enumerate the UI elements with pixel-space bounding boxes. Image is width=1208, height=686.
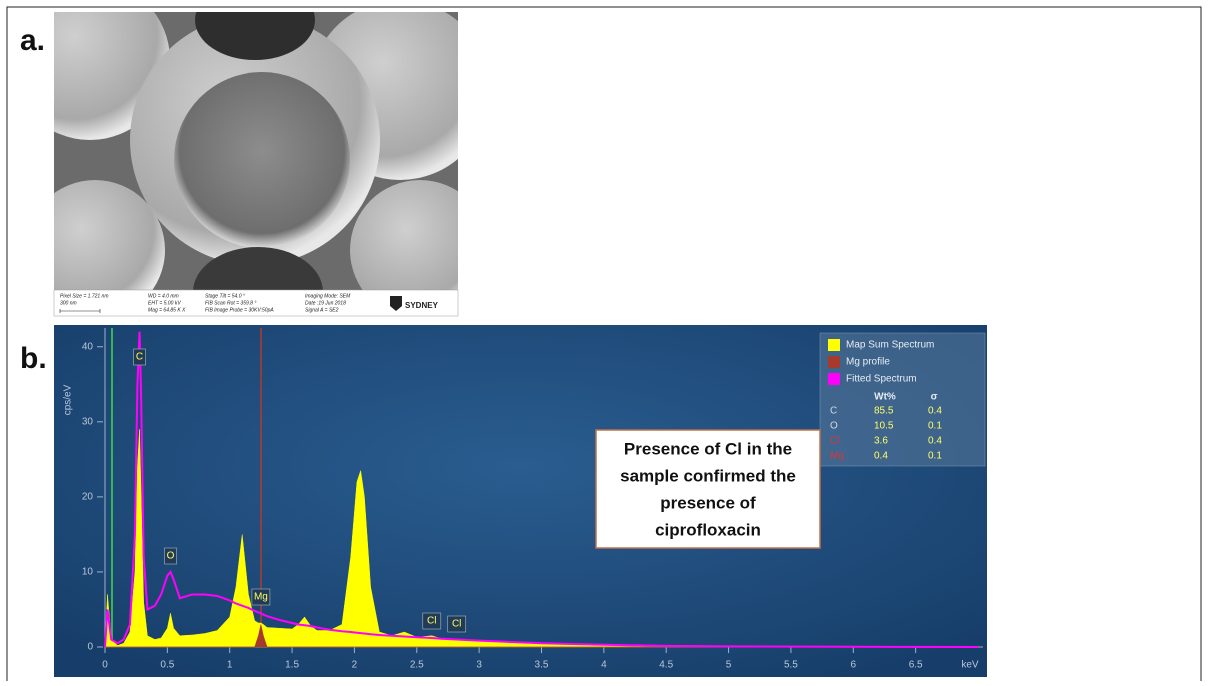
x-tick-label: 3 <box>476 660 482 671</box>
x-tick-label: 5.5 <box>784 660 798 671</box>
sem-info: FIB Scan Rot = 359.8 ° <box>205 300 256 306</box>
y-tick-label: 20 <box>82 492 94 503</box>
legend-label: Mg profile <box>846 357 890 368</box>
table-header: σ <box>931 392 938 403</box>
sem-info: Mag = 64.85 K X <box>148 307 186 313</box>
x-tick-label: 1 <box>227 660 233 671</box>
legend-label: Fitted Spectrum <box>846 374 917 385</box>
sem-info: EHT = 5.00 kV <box>148 300 181 306</box>
table-sigma: 0.1 <box>928 451 942 462</box>
y-tick-label: 40 <box>82 341 94 352</box>
legend-swatch <box>828 339 840 351</box>
page: { "panel_a": { "label": "a.", "sem_info"… <box>0 0 1208 681</box>
peak-label: Cl <box>427 616 436 627</box>
x-axis-label: keV <box>961 660 979 671</box>
peak-label: C <box>136 352 143 363</box>
sem-info: 300 nm <box>60 300 77 306</box>
table-sigma: 0.4 <box>928 406 942 417</box>
table-sigma: 0.1 <box>928 421 942 432</box>
table-sigma: 0.4 <box>928 436 942 447</box>
table-wt: 0.4 <box>874 451 888 462</box>
peak-label: O <box>167 551 175 562</box>
table-header: Wt% <box>874 392 896 403</box>
sem-info: FIB Image Probe = 30KV:50pA <box>205 307 274 313</box>
x-tick-label: 6 <box>851 660 857 671</box>
table-element: C <box>830 406 837 417</box>
table-wt: 85.5 <box>874 406 894 417</box>
peak-label: Cl <box>452 619 461 630</box>
y-tick-label: 10 <box>82 567 94 578</box>
sem-info: WD = 4.0 mm <box>148 293 179 299</box>
table-wt: 10.5 <box>874 421 894 432</box>
y-axis-label: cps/eV <box>63 384 74 415</box>
figure: a. Pixel Size = 1.721 nm 300 nm WD = 4.0… <box>0 0 1208 681</box>
x-tick-label: 0.5 <box>160 660 174 671</box>
annotation: ciprofloxacin <box>655 520 761 539</box>
legend-box <box>820 333 985 466</box>
table-element: Mg <box>830 451 844 462</box>
legend-swatch <box>828 356 840 368</box>
panel-label: a. <box>20 24 45 57</box>
x-tick-label: 4 <box>601 660 607 671</box>
logo-text: SYDNEY <box>405 301 439 310</box>
table-wt: 3.6 <box>874 436 888 447</box>
y-tick-label: 0 <box>87 642 93 653</box>
sem-info: Imaging Mode: SEM <box>305 293 351 299</box>
sem-info: Pixel Size = 1.721 nm <box>60 293 109 299</box>
peak-label: Mg <box>254 592 268 603</box>
table-element: Cl <box>830 436 839 447</box>
legend-label: Map Sum Spectrum <box>846 340 934 351</box>
x-tick-label: 2.5 <box>410 660 424 671</box>
sem-info: Stage Tilt = 54.0 ° <box>205 293 245 299</box>
annotation: sample confirmed the <box>620 466 796 485</box>
sem-image <box>10 0 490 337</box>
panel-label: b. <box>20 342 47 375</box>
x-tick-label: 5 <box>726 660 732 671</box>
sem-info: Signal A = SE2 <box>305 307 339 313</box>
x-tick-label: 6.5 <box>909 660 923 671</box>
y-tick-label: 30 <box>82 416 94 427</box>
x-tick-label: 1.5 <box>285 660 299 671</box>
table-element: O <box>830 421 838 432</box>
legend-swatch <box>828 373 840 385</box>
x-tick-label: 3.5 <box>535 660 549 671</box>
sem-info: Date :19 Jun 2018 <box>305 300 346 306</box>
annotation: presence of <box>660 493 756 512</box>
x-tick-label: 0 <box>102 660 108 671</box>
x-tick-label: 2 <box>352 660 358 671</box>
x-tick-label: 4.5 <box>659 660 673 671</box>
annotation: Presence of Cl in the <box>624 439 792 458</box>
